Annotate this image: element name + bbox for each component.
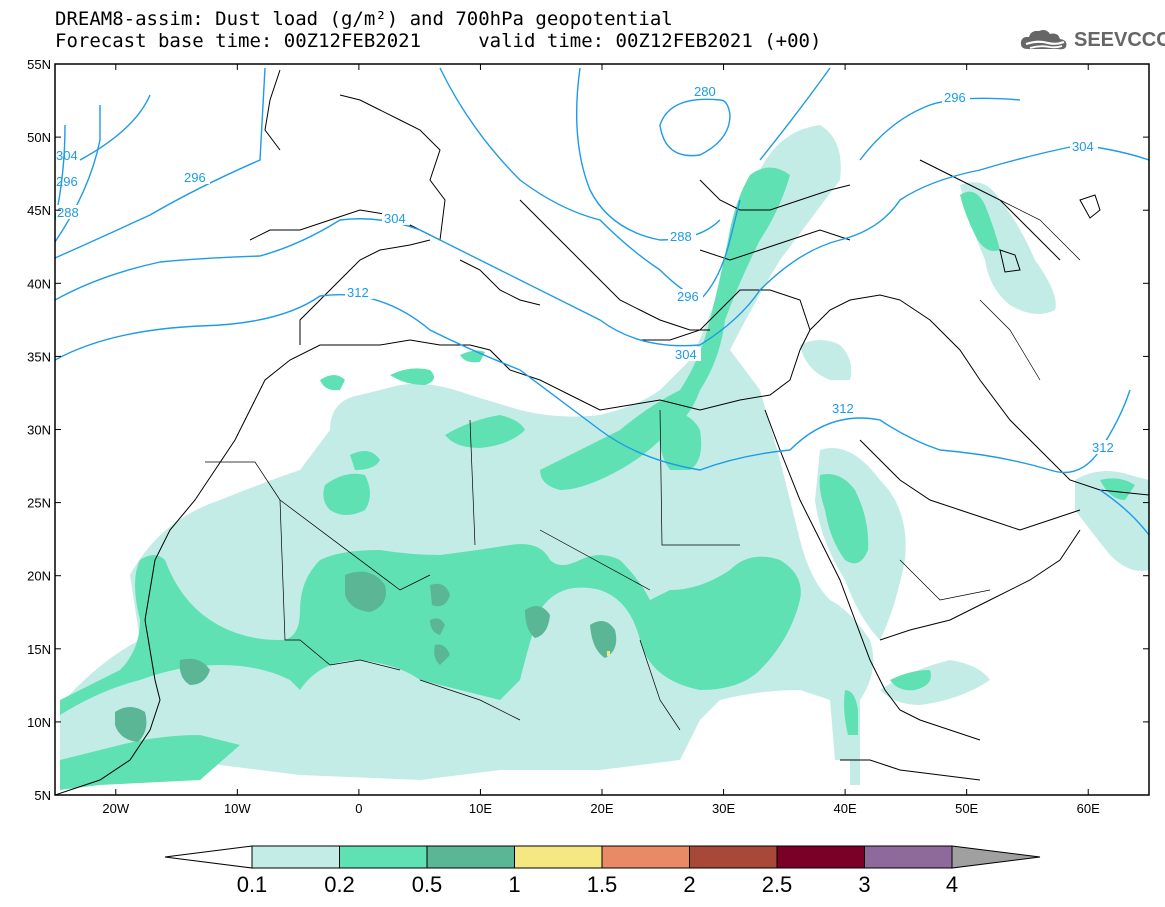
colorbar-label: 3 — [858, 872, 870, 897]
contour-label: 296 — [677, 289, 699, 304]
lat-axis: 55N 50N 45N 40N 35N 30N 25N 20N 15N 10N 5N — [27, 57, 1149, 803]
contour-labels: 312 304 296 288 280 296 304 288 296 304 … — [56, 84, 1118, 455]
contour-label: 312 — [832, 401, 854, 416]
colorbar-low-arrow — [164, 845, 253, 869]
colorbar-segment — [601, 845, 690, 869]
lat-tick-label: 50N — [27, 130, 51, 145]
colorbar-segment — [426, 845, 515, 869]
colorbar-label: 2 — [683, 872, 695, 897]
contour-label: 296 — [184, 170, 206, 185]
colorbar-label: 0.5 — [412, 872, 443, 897]
colorbar-label: 1 — [508, 872, 520, 897]
lat-tick-label: 15N — [27, 642, 51, 657]
lat-tick-label: 25N — [27, 496, 51, 511]
seevccc-logo: SEEVCCC — [1018, 26, 1165, 54]
cloud-icon — [1020, 30, 1067, 50]
lon-tick-label: 30E — [712, 801, 735, 816]
lon-tick-label: 40E — [834, 801, 857, 816]
colorbar: 0.1 0.2 0.5 1 1.5 2 2.5 3 4 — [164, 845, 1041, 897]
contour-label: 312 — [347, 285, 369, 300]
colorbar-segment — [776, 845, 865, 869]
lat-tick-label: 20N — [27, 569, 51, 584]
lon-tick-label: 10E — [469, 801, 492, 816]
colorbar-segment — [251, 845, 340, 869]
colorbar-segment — [339, 845, 428, 869]
contour-label: 288 — [670, 229, 692, 244]
contour-label: 296 — [56, 174, 78, 189]
lon-tick-label: 10W — [224, 801, 251, 816]
contour-label: 296 — [944, 90, 966, 105]
lon-axis: 20W 10W 0 10E 20E 30E 40E 50E 60E — [102, 64, 1100, 816]
colorbar-segment — [514, 845, 603, 869]
contour-label: 304 — [384, 211, 406, 226]
colorbar-high-arrow — [951, 845, 1041, 869]
colorbar-label: 2.5 — [762, 872, 793, 897]
lat-tick-label: 55N — [27, 57, 51, 72]
lat-tick-label: 45N — [27, 203, 51, 218]
logo-text: SEEVCCC — [1074, 28, 1165, 51]
lon-tick-label: 20E — [590, 801, 613, 816]
colorbar-label: 0.2 — [324, 872, 355, 897]
contour-label: 304 — [1072, 139, 1094, 154]
colorbar-label: 0.1 — [237, 872, 268, 897]
lat-tick-label: 35N — [27, 349, 51, 364]
lat-tick-label: 10N — [27, 715, 51, 730]
contour-label: 304 — [675, 347, 697, 362]
contour-label: 288 — [57, 205, 79, 220]
dust-field — [60, 125, 1149, 790]
colorbar-label: 1.5 — [587, 872, 618, 897]
colorbar-segment — [864, 845, 953, 869]
contour-label: 312 — [1092, 440, 1114, 455]
title-line-1: DREAM8-assim: Dust load (g/m²) and 700hP… — [55, 8, 673, 30]
map-title: DREAM8-assim: Dust load (g/m²) and 700hP… — [55, 8, 821, 52]
contour-label: 280 — [694, 84, 716, 99]
lon-tick-label: 0 — [355, 801, 362, 816]
lat-tick-label: 5N — [34, 788, 51, 803]
colorbar-label: 4 — [946, 872, 958, 897]
lon-tick-label: 50E — [955, 801, 978, 816]
lat-tick-label: 40N — [27, 276, 51, 291]
borders — [205, 199, 1081, 731]
title-line-2: Forecast base time: 00Z12FEB2021 valid t… — [55, 30, 822, 52]
lat-tick-label: 30N — [27, 423, 51, 438]
lon-tick-label: 20W — [102, 801, 129, 816]
contour-label: 304 — [56, 148, 78, 163]
lon-tick-label: 60E — [1077, 801, 1100, 816]
colorbar-segment — [689, 845, 778, 869]
